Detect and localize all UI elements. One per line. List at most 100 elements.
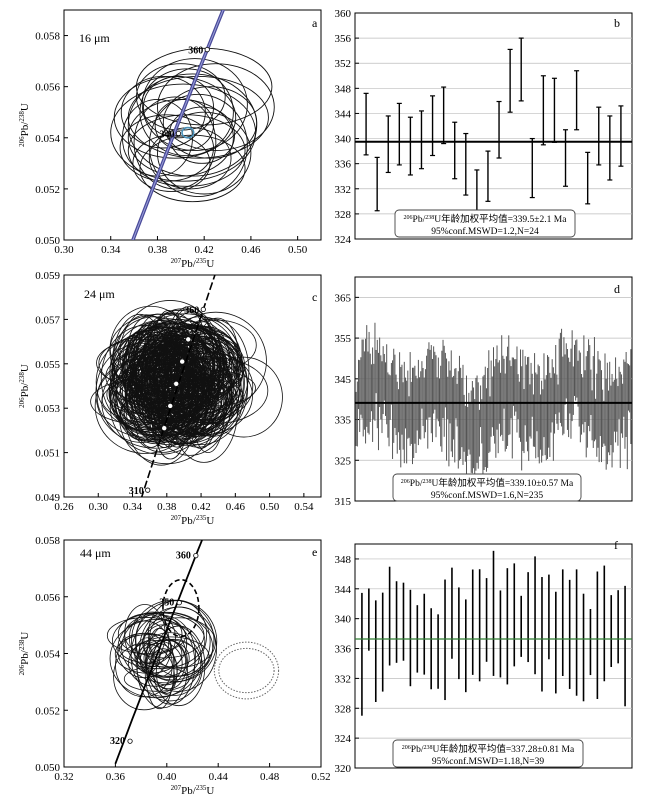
plot-area (106, 540, 280, 765)
weighted-mean-result: 206Pb/238U年龄加权平均值=337.28±0.81 Ma (402, 743, 575, 755)
y-tick-label: 0.055 (35, 359, 60, 371)
x-tick-label: 0.38 (148, 244, 168, 256)
y-tick-label: 335 (335, 415, 352, 427)
analysis-ellipse (159, 327, 221, 420)
y-tick-label: 348 (335, 83, 352, 95)
plot-frame (354, 543, 633, 769)
y-tick-label: 0.053 (35, 403, 60, 415)
concordia-age-marker (200, 306, 206, 313)
concordia-age-marker (175, 130, 182, 137)
analysis-ellipse (148, 93, 248, 198)
concordia-age-marker (145, 487, 151, 493)
y-tick-label: 0.058 (35, 31, 60, 43)
concordia-age-marker (193, 553, 199, 559)
y-tick-label: 332 (335, 673, 352, 685)
y-tick-label: 315 (335, 496, 352, 508)
y-tick-label: 0.054 (35, 133, 60, 145)
analysis-ellipse (110, 83, 257, 182)
y-tick-label: 324 (335, 234, 352, 246)
x-tick-label: 0.34 (101, 244, 121, 256)
x-tick-label: 0.30 (54, 244, 74, 256)
result-box (392, 739, 584, 768)
analysis-ellipse (140, 364, 183, 410)
concordia-band (131, 10, 225, 240)
panel-a-annotation: 16 μm (79, 31, 110, 45)
y-tick-label: 0.049 (35, 492, 60, 504)
y-axis-label: 206Pb/238U (18, 364, 31, 408)
concordia-point (180, 359, 185, 364)
panel-e-letter: e (312, 545, 317, 559)
mean-ellipse (181, 126, 195, 139)
y-tick-label: 0.052 (35, 705, 60, 717)
panel-c-letter: c (312, 290, 317, 304)
concordia-point (168, 403, 173, 409)
outlier-ellipse (213, 641, 280, 700)
analysis-ellipse (162, 86, 258, 159)
y-tick-label: 345 (335, 374, 352, 386)
concordia-curve (132, 10, 224, 240)
panel-e: 0.32 0.36 0.40 0.44 0.48 0.52 0.050 0.052 0.054 0… (18, 535, 331, 797)
x-tick-label: 0.46 (241, 244, 261, 256)
y-tick-label: 336 (335, 644, 352, 656)
y-tick-label: 320 (335, 763, 352, 775)
outlier-ellipse (218, 647, 275, 694)
x-tick-label: 0.42 (191, 501, 210, 513)
concordia-age-label: 320 (110, 736, 125, 747)
mswd-result: 95%conf.MSWD=1.18,N=39 (432, 756, 545, 767)
analysis-ellipse (150, 361, 204, 438)
analysis-ellipse (154, 98, 214, 152)
x-tick-label: 0.32 (54, 771, 73, 783)
x-axis-label: 207Pb/235U (171, 257, 215, 270)
analysis-ellipse (142, 617, 216, 668)
x-tick-label: 0.44 (209, 771, 229, 783)
concordia-age-label: 350 (159, 598, 174, 609)
x-tick-label: 0.48 (260, 771, 280, 783)
panel-a-letter: a (312, 16, 318, 30)
y-tick-label: 352 (335, 58, 352, 70)
plot-frame (63, 539, 322, 768)
panel-b: 324 328 332 336 340 344 348 352 356 360 206Pb/238U… (335, 8, 633, 246)
analysis-ellipse (113, 642, 175, 711)
y-tick-label: 348 (335, 554, 352, 566)
analysis-ellipse (135, 63, 226, 131)
analysis-ellipse (131, 599, 215, 681)
analysis-ellipse (96, 357, 196, 438)
concordia-age-label: 340 (159, 129, 174, 140)
y-tick-label: 355 (335, 333, 352, 345)
y-tick-label: 332 (335, 184, 352, 196)
panel-d: 315 325 335 345 355 365 206Pb/238U年龄加权平均值=339.… (335, 276, 633, 508)
analysis-ellipse (119, 374, 215, 465)
panel-c: 0.26 0.30 0.34 0.38 0.42 0.46 0.50 0.54 0.049 0.0… (18, 270, 322, 527)
x-tick-label: 0.42 (195, 244, 214, 256)
y-tick-label: 340 (335, 134, 352, 146)
analysis-ellipse (154, 350, 209, 438)
y-tick-label: 325 (335, 455, 352, 467)
x-axis-label: 207Pb/235U (171, 784, 215, 797)
x-tick-label: 0.36 (106, 771, 126, 783)
analysis-ellipse (133, 96, 217, 190)
analysis-ellipse (123, 666, 190, 692)
analysis-ellipse (109, 313, 214, 384)
panel-f-letter: f (614, 538, 618, 552)
y-tick-label: 356 (335, 33, 352, 45)
y-tick-label: 0.058 (35, 535, 60, 547)
result-box (394, 209, 576, 238)
y-tick-label: 0.050 (35, 762, 60, 774)
y-tick-label: 360 (335, 8, 352, 20)
analysis-ellipse (204, 356, 283, 438)
x-tick-label: 0.38 (157, 501, 177, 513)
y-tick-label: 328 (335, 209, 352, 221)
x-axis-label: 207Pb/235U (171, 514, 215, 527)
panel-f: 320 324 328 332 336 340 344 348 206Pb/238U年龄加权平均… (335, 543, 633, 775)
analysis-ellipse (139, 68, 234, 157)
y-tick-label: 0.052 (35, 184, 60, 196)
concordia-curve (114, 540, 204, 765)
plot-frame (63, 274, 322, 498)
x-tick-label: 0.50 (260, 501, 280, 513)
analysis-ellipse (132, 322, 223, 399)
concordia-age-marker (176, 600, 182, 606)
analysis-ellipse (119, 114, 214, 182)
analysis-ellipse (145, 325, 180, 387)
concordia-point (186, 337, 191, 342)
